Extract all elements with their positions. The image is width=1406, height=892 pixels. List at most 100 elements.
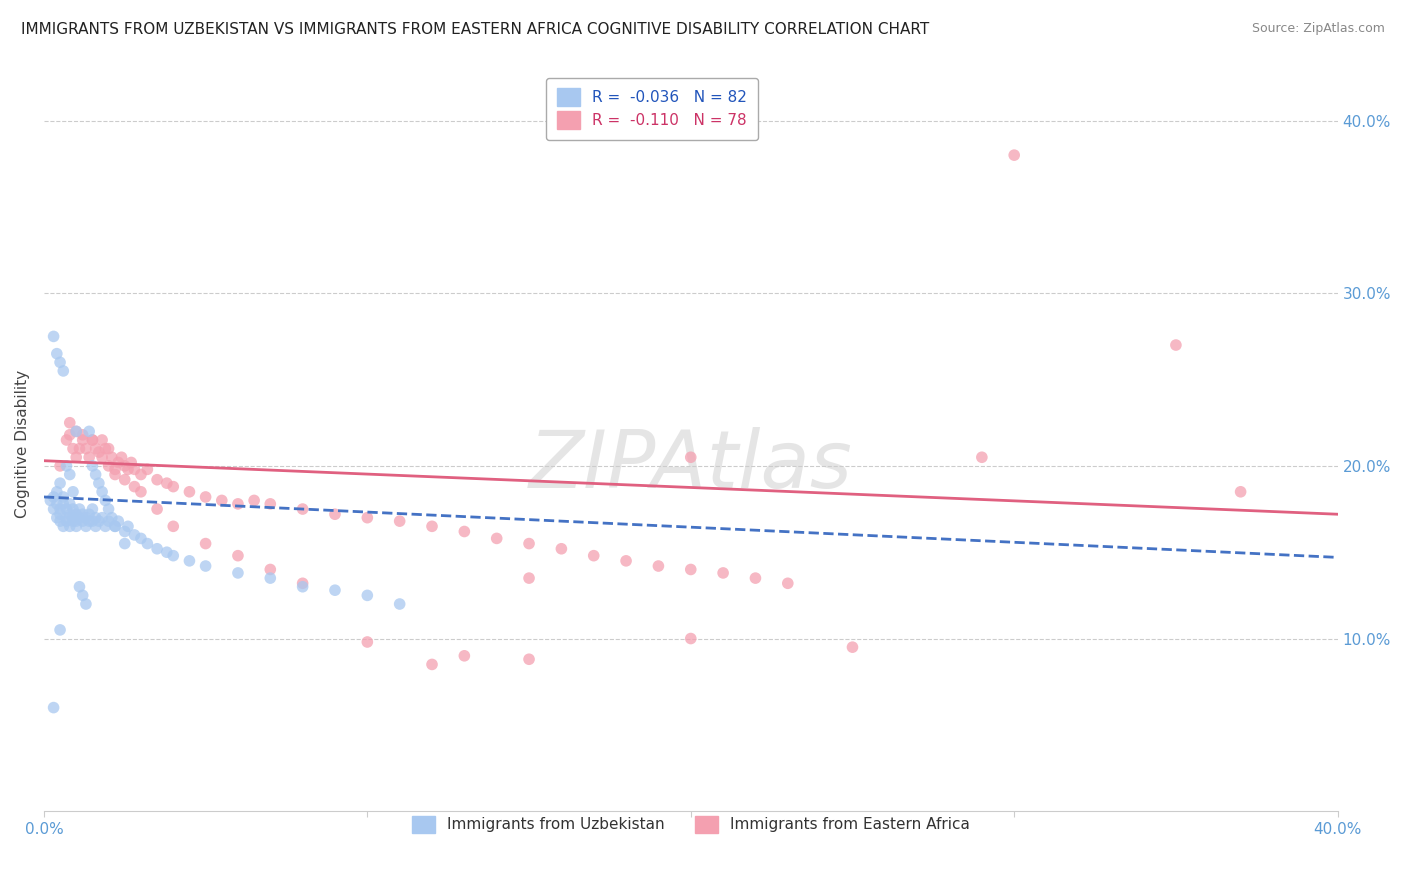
Point xyxy=(124,528,146,542)
Point xyxy=(77,514,100,528)
Point xyxy=(77,425,100,439)
Point xyxy=(259,571,281,585)
Point xyxy=(59,507,82,521)
Point xyxy=(62,510,84,524)
Point xyxy=(97,502,120,516)
Point xyxy=(45,346,67,360)
Point xyxy=(323,507,346,521)
Point xyxy=(55,510,77,524)
Point xyxy=(679,450,702,465)
Point xyxy=(55,433,77,447)
Point xyxy=(124,480,146,494)
Point xyxy=(45,497,67,511)
Point xyxy=(52,490,75,504)
Point xyxy=(69,442,91,456)
Point xyxy=(59,427,82,442)
Point xyxy=(146,473,169,487)
Point xyxy=(49,514,72,528)
Point xyxy=(117,519,139,533)
Point xyxy=(75,519,97,533)
Point xyxy=(77,507,100,521)
Point xyxy=(84,519,107,533)
Point xyxy=(104,519,127,533)
Point xyxy=(259,497,281,511)
Point xyxy=(841,640,863,655)
Point xyxy=(101,450,124,465)
Point xyxy=(156,545,179,559)
Point xyxy=(194,490,217,504)
Point xyxy=(517,571,540,585)
Point xyxy=(179,554,201,568)
Point xyxy=(65,519,87,533)
Point xyxy=(87,445,110,459)
Point xyxy=(388,597,411,611)
Point xyxy=(72,514,94,528)
Point xyxy=(42,490,65,504)
Point xyxy=(420,519,443,533)
Point xyxy=(1229,484,1251,499)
Point xyxy=(776,576,799,591)
Point xyxy=(59,497,82,511)
Point xyxy=(356,510,378,524)
Point xyxy=(226,497,249,511)
Point xyxy=(65,450,87,465)
Point xyxy=(194,536,217,550)
Point xyxy=(49,476,72,491)
Point xyxy=(49,623,72,637)
Point xyxy=(65,425,87,439)
Point xyxy=(94,519,117,533)
Point xyxy=(110,450,132,465)
Point xyxy=(69,510,91,524)
Point xyxy=(87,476,110,491)
Point xyxy=(94,493,117,508)
Point xyxy=(356,635,378,649)
Point xyxy=(420,657,443,672)
Point xyxy=(84,510,107,524)
Point xyxy=(1164,338,1187,352)
Point xyxy=(59,467,82,482)
Point xyxy=(114,524,136,539)
Point xyxy=(156,476,179,491)
Point xyxy=(614,554,637,568)
Point xyxy=(97,442,120,456)
Point xyxy=(104,462,127,476)
Point xyxy=(453,648,475,663)
Point xyxy=(82,458,104,473)
Point xyxy=(146,502,169,516)
Point xyxy=(679,562,702,576)
Point xyxy=(120,455,142,469)
Point xyxy=(101,510,124,524)
Point xyxy=(62,502,84,516)
Point xyxy=(243,493,266,508)
Point xyxy=(117,462,139,476)
Point xyxy=(84,467,107,482)
Y-axis label: Cognitive Disability: Cognitive Disability xyxy=(15,370,30,518)
Point xyxy=(49,458,72,473)
Point xyxy=(87,514,110,528)
Point xyxy=(124,462,146,476)
Point xyxy=(129,467,152,482)
Point xyxy=(42,700,65,714)
Point xyxy=(65,507,87,521)
Point xyxy=(550,541,572,556)
Point xyxy=(453,524,475,539)
Point xyxy=(291,580,314,594)
Point xyxy=(91,450,114,465)
Point xyxy=(647,559,669,574)
Point xyxy=(55,458,77,473)
Point xyxy=(356,588,378,602)
Point xyxy=(744,571,766,585)
Legend: Immigrants from Uzbekistan, Immigrants from Eastern Africa: Immigrants from Uzbekistan, Immigrants f… xyxy=(401,805,980,844)
Point xyxy=(129,484,152,499)
Point xyxy=(970,450,993,465)
Point xyxy=(136,536,159,550)
Point xyxy=(42,502,65,516)
Point xyxy=(52,364,75,378)
Point xyxy=(291,576,314,591)
Point xyxy=(104,467,127,482)
Point xyxy=(323,583,346,598)
Point xyxy=(62,484,84,499)
Point xyxy=(711,566,734,580)
Point xyxy=(1002,148,1025,162)
Point xyxy=(91,433,114,447)
